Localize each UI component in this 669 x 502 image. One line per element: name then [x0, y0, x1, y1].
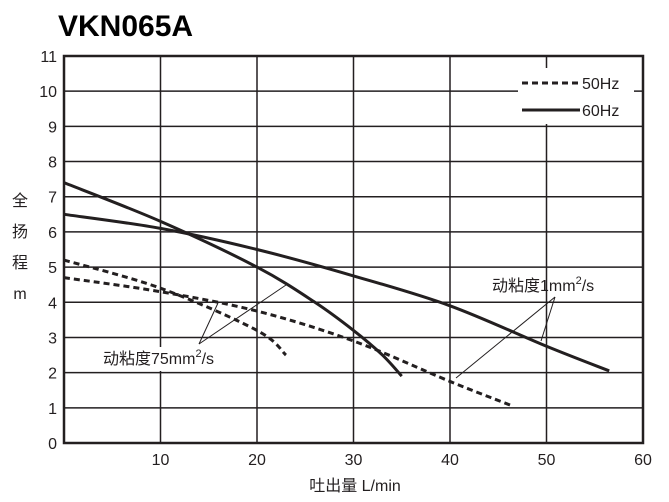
y-tick-label: 11	[40, 49, 57, 66]
y-tick-label: 8	[48, 155, 57, 172]
annotation-viscosity-75: 动粘度75mm2/s	[100, 284, 287, 371]
legend-background	[518, 68, 634, 124]
series-line-50hz-visc-75	[63, 258, 287, 357]
y-tick-labels: 0 1 2 3 4 5 6 7 8 9 10 11	[39, 49, 57, 453]
annotation-viscosity-75-text: 动粘度75mm2/s	[103, 348, 214, 368]
legend: 50Hz 60Hz	[518, 68, 634, 124]
y-axis-label-char: m	[13, 286, 26, 303]
y-tick-label: 1	[48, 401, 57, 418]
annotation-viscosity-75-leader	[198, 284, 287, 345]
y-tick-label: 0	[48, 436, 57, 453]
y-tick-label: 2	[48, 366, 57, 383]
y-tick-label: 4	[48, 295, 57, 312]
y-tick-label: 3	[48, 330, 57, 347]
chart-title: VKN065A	[58, 10, 193, 43]
series-line-50hz-visc-1	[63, 276, 514, 408]
annotation-viscosity-75-leader	[198, 302, 219, 345]
y-axis-label: 全 扬 程 m	[12, 192, 28, 303]
series-line-60hz-visc-75	[63, 181, 403, 378]
legend-label-50hz: 50Hz	[582, 76, 619, 93]
x-tick-label: 50	[538, 452, 556, 469]
series-line-60hz-visc-1	[63, 212, 610, 373]
annotation-viscosity-1-text: 动粘度1mm2/s	[492, 275, 594, 295]
grid	[64, 56, 643, 443]
y-tick-label: 7	[48, 190, 57, 207]
x-tick-label: 10	[152, 452, 170, 469]
annotation-viscosity-1-leader	[540, 296, 556, 342]
y-tick-label: 6	[48, 225, 57, 242]
annotation-viscosity-75-background	[100, 347, 250, 371]
x-tick-label: 40	[441, 452, 459, 469]
x-tick-label: 20	[248, 452, 266, 469]
annotation-viscosity-1: 动粘度1mm2/s	[455, 275, 594, 379]
x-axis-label: 吐出量 L/min	[309, 477, 401, 495]
legend-label-60hz: 60Hz	[582, 103, 619, 120]
x-tick-label: 30	[345, 452, 363, 469]
plot-frame	[62, 54, 645, 445]
y-axis-label-char: 扬	[12, 223, 28, 241]
y-tick-label: 10	[39, 84, 57, 101]
x-tick-label: 60	[634, 452, 652, 469]
y-tick-label: 9	[48, 119, 57, 136]
y-tick-label: 5	[48, 260, 57, 277]
y-axis-label-char: 全	[12, 192, 28, 210]
series-layer	[63, 181, 610, 408]
x-tick-labels: 10 20 30 40 50 60	[152, 452, 652, 469]
y-axis-label-char: 程	[12, 254, 28, 272]
annotation-viscosity-1-leader	[455, 296, 556, 379]
